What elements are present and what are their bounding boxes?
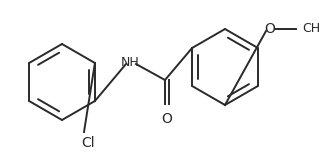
- Text: Cl: Cl: [81, 136, 95, 150]
- Text: CH₃: CH₃: [302, 22, 320, 36]
- Text: O: O: [162, 112, 172, 126]
- Text: NH: NH: [121, 55, 140, 69]
- Text: O: O: [265, 22, 276, 36]
